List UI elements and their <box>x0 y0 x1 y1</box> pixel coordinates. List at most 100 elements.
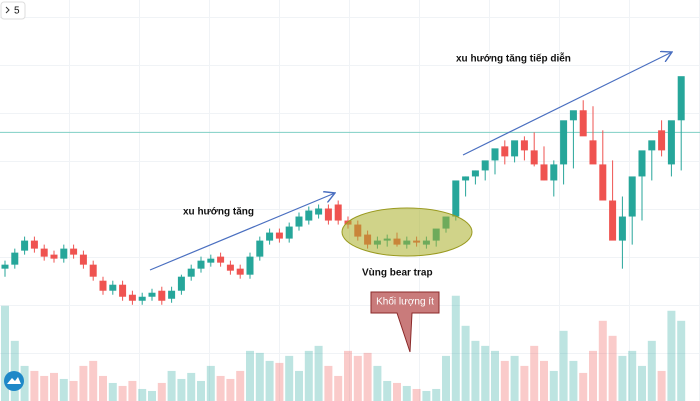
volume-bar <box>608 335 617 401</box>
annotation: xu hướng tăng tiếp diễn <box>456 52 571 65</box>
volume-bar <box>647 340 656 401</box>
volume-bar <box>677 320 686 401</box>
logo-mark <box>7 377 21 384</box>
volume-bar <box>59 378 68 401</box>
candle-body <box>70 248 78 255</box>
volume-bar <box>187 372 196 401</box>
volume-bar <box>255 352 264 401</box>
candle-body <box>168 290 176 299</box>
candle-body <box>638 150 646 177</box>
volume-bar <box>471 340 480 401</box>
callout <box>370 291 440 353</box>
volume-bar <box>569 360 578 401</box>
candle-body <box>50 254 58 259</box>
candle-body <box>148 292 156 297</box>
candle-body <box>226 264 234 271</box>
candle-body <box>246 256 254 275</box>
volume-bar <box>118 385 127 401</box>
volume-bar <box>432 388 441 401</box>
volume-bar <box>108 382 117 401</box>
trend-arrow <box>462 52 672 156</box>
candle-body <box>540 164 548 181</box>
volume-bar <box>373 365 382 401</box>
candle-body <box>609 200 617 241</box>
volume-bar <box>138 388 147 401</box>
trend-arrow <box>149 193 335 271</box>
volume-bar <box>638 365 646 401</box>
volume-bar <box>598 320 607 401</box>
volume-bar <box>402 385 411 401</box>
candle-body <box>138 296 146 301</box>
candle-body <box>158 290 166 301</box>
candle-body <box>560 120 568 165</box>
candle-body <box>187 268 195 277</box>
volume-bar <box>353 355 362 401</box>
volume-bar <box>657 370 666 401</box>
candle-body <box>177 276 185 291</box>
volume-bar <box>275 362 284 401</box>
candle-body <box>677 76 685 121</box>
volume-bar <box>285 355 294 401</box>
candle-body <box>217 256 225 263</box>
volume-bar <box>20 365 29 401</box>
interval-button[interactable] <box>0 1 26 20</box>
volume-bar <box>540 360 548 401</box>
candle-body <box>305 210 313 221</box>
candle-body <box>491 148 499 161</box>
candle-body <box>481 160 489 171</box>
volume-bar <box>40 375 49 401</box>
candle-body <box>197 260 205 269</box>
volume-bar <box>442 355 450 401</box>
volume-bar <box>579 372 588 401</box>
candle-body <box>89 264 97 277</box>
volume-bar <box>30 370 39 401</box>
volume-bar <box>99 375 107 401</box>
annotation: Vùng bear trap <box>362 268 433 279</box>
candle-body <box>275 232 283 239</box>
candle-body <box>550 164 558 181</box>
candle-body <box>648 140 656 151</box>
volume-bar <box>216 375 225 401</box>
bear-trap-zone <box>341 207 473 257</box>
candle-body <box>1 264 9 269</box>
candle-body <box>520 140 528 151</box>
volume-bar <box>491 350 499 401</box>
candle-body <box>334 204 342 221</box>
candle-body <box>462 176 470 181</box>
volume-bar <box>128 380 137 401</box>
volume-bar <box>520 365 529 401</box>
candle-body <box>21 240 29 251</box>
volume-bar <box>559 330 568 401</box>
volume-bar <box>618 355 627 401</box>
candle-body <box>530 150 538 165</box>
volume-bar <box>236 370 245 401</box>
volume-bar <box>422 390 431 401</box>
candle-body <box>599 164 607 201</box>
volume-bar <box>334 375 343 401</box>
volume-bar <box>412 388 421 401</box>
volume-bar <box>461 325 470 401</box>
candle-body <box>501 146 509 157</box>
candle-body <box>30 240 38 249</box>
volume-bar <box>157 382 166 401</box>
volume-bar <box>206 365 215 401</box>
volume-bar <box>265 360 274 401</box>
candle-body <box>40 248 48 257</box>
volume-bar <box>363 352 372 401</box>
annotation: xu hướng tăng <box>183 207 254 218</box>
candle-body <box>471 170 479 177</box>
candle-body <box>109 284 117 291</box>
volume-bar <box>393 382 401 401</box>
candle-body <box>207 258 215 263</box>
chevron <box>5 6 10 14</box>
volume-bar <box>383 380 392 401</box>
candle-body <box>628 176 636 217</box>
volume-bar <box>69 380 78 401</box>
interval: 5 <box>14 6 20 17</box>
candle-body <box>589 140 597 165</box>
volume-bar <box>304 350 313 401</box>
volume-bar <box>89 360 98 401</box>
volume-bar <box>148 390 156 401</box>
candle-body <box>11 252 19 265</box>
